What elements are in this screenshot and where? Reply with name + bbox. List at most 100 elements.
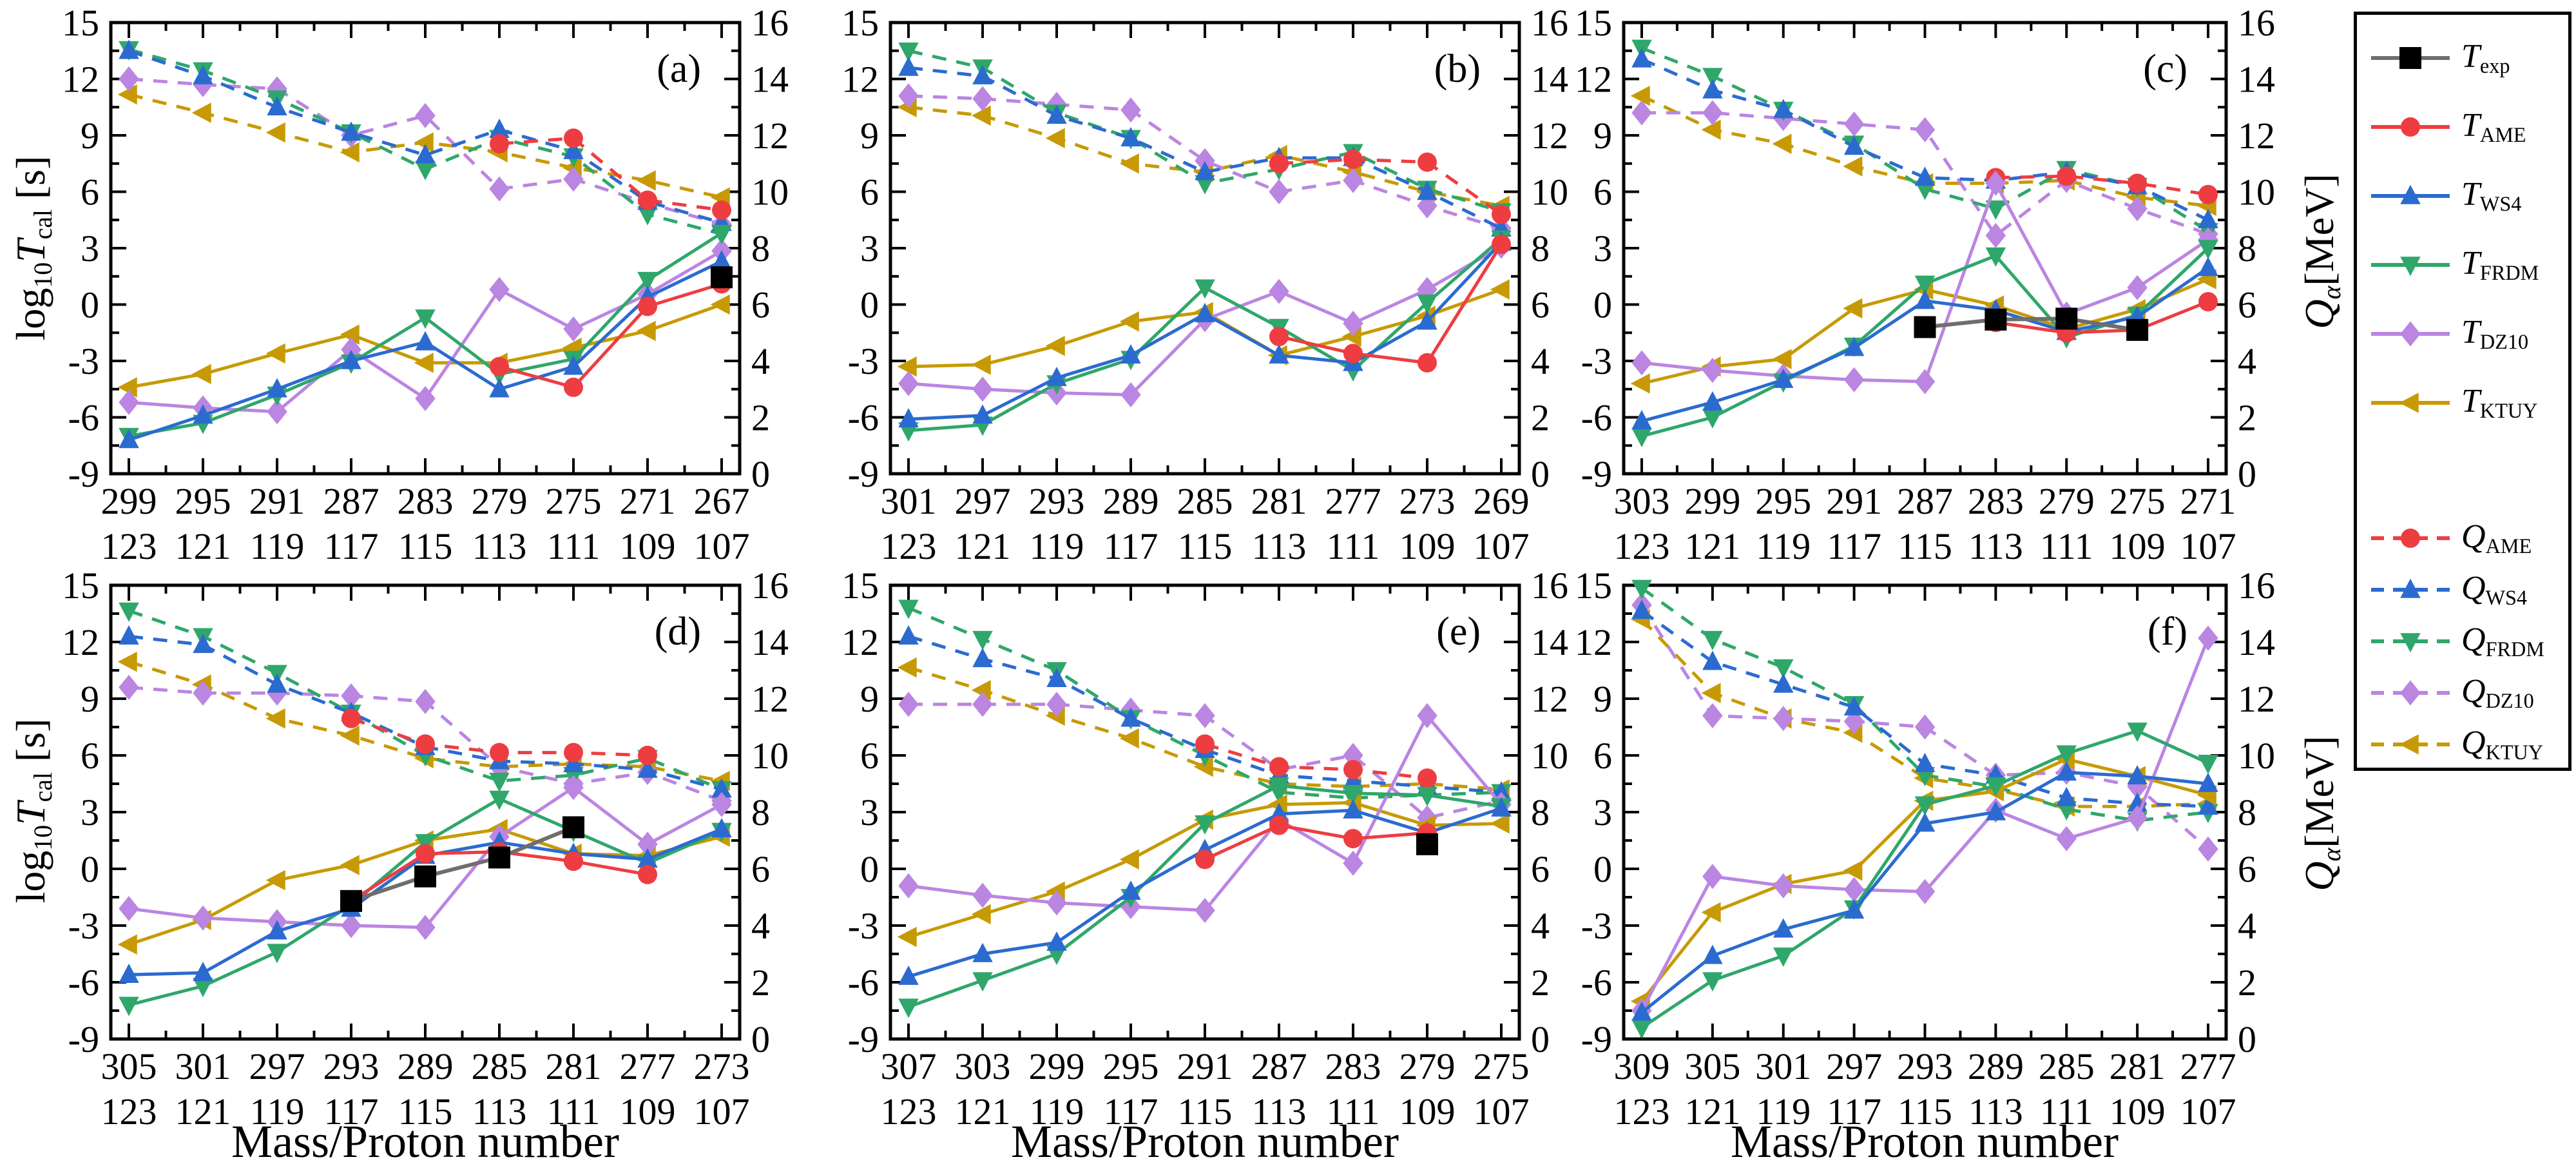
panel-label: (a)	[657, 47, 701, 91]
mass-tick-label: 285	[1177, 480, 1233, 522]
svg-text:9: 9	[81, 115, 99, 157]
mass-tick-label: 305	[1684, 1045, 1740, 1087]
svg-text:4: 4	[1531, 905, 1550, 947]
svg-text:-3: -3	[68, 340, 99, 382]
series-line	[128, 797, 722, 1007]
svg-text:9: 9	[860, 115, 879, 157]
series-line	[908, 94, 1502, 230]
WS4-sample-dashed-line	[2371, 578, 2450, 598]
series-T_FRDM	[1631, 240, 2218, 447]
svg-text:0: 0	[751, 453, 770, 495]
series-line	[128, 49, 722, 225]
legend-item-Q-WS4: QWS4	[2369, 567, 2527, 612]
mass-tick-label: 281	[546, 1045, 602, 1087]
series-T_AME	[1269, 235, 1511, 373]
legend-label: QAME	[2461, 518, 2532, 558]
axis-ticks	[111, 584, 740, 1040]
series-markers	[1416, 833, 1438, 855]
svg-text:6: 6	[751, 848, 770, 890]
series-markers	[490, 128, 731, 220]
legend-item-T-DZ10: TDZ10	[2369, 311, 2528, 356]
x-axis-title-d: Mass/Proton number	[231, 1116, 619, 1167]
series-T_AME	[490, 274, 731, 397]
KTUY-sample-dashed-line	[2371, 734, 2450, 755]
legend-label: QKTUY	[2461, 724, 2544, 764]
svg-text:-9: -9	[1581, 453, 1612, 495]
y-axis-title-right-top: Qα[MeV]	[2296, 173, 2347, 329]
proton-tick-label: 121	[175, 525, 231, 567]
proton-tick-label: 109	[1399, 1091, 1456, 1132]
svg-text:-9: -9	[1581, 1018, 1612, 1060]
legend-label: Texp	[2461, 38, 2510, 78]
legend-item-T-AME: TAME	[2369, 104, 2526, 150]
mass-tick-label: 279	[1399, 1045, 1456, 1087]
svg-text:14: 14	[1531, 59, 1568, 101]
mass-tick-label: 271	[620, 480, 676, 522]
mass-tick-label: 289	[1103, 480, 1159, 522]
proton-tick-label: 113	[1252, 1091, 1307, 1132]
series-line	[1278, 243, 1503, 365]
svg-text:0: 0	[81, 284, 99, 326]
series-T_exp	[711, 266, 733, 289]
svg-text:6: 6	[2238, 284, 2256, 326]
svg-text:4: 4	[2238, 340, 2256, 382]
mass-tick-label: 293	[1029, 480, 1085, 522]
svg-text:14: 14	[2238, 621, 2275, 663]
legend-item-Q-DZ10: QDZ10	[2369, 670, 2534, 715]
mass-tick-label: 301	[881, 480, 937, 522]
panel-label: (b)	[1434, 47, 1481, 91]
series-line	[499, 136, 722, 212]
series-markers	[1631, 240, 2218, 447]
proton-tick-label: 111	[2040, 1091, 2093, 1132]
mass-tick-label: 299	[101, 480, 157, 522]
mass-tick-label: 275	[546, 480, 602, 522]
series-T_FRDM	[119, 790, 732, 1016]
svg-text:6: 6	[81, 171, 99, 213]
proton-tick-label: 117	[1827, 525, 1881, 567]
series-line	[1995, 174, 2209, 197]
mass-tick-label: 277	[1325, 480, 1381, 522]
svg-text:-6: -6	[848, 397, 879, 439]
svg-text:-3: -3	[848, 340, 879, 382]
mass-tick-label: 303	[955, 1045, 1011, 1087]
mass-tick-label: 291	[1826, 480, 1882, 522]
proton-tick-label: 109	[1399, 525, 1456, 567]
proton-tick-label: 111	[547, 1091, 601, 1132]
svg-text:0: 0	[1531, 453, 1550, 495]
series-markers	[1986, 166, 2218, 204]
svg-text:12: 12	[62, 621, 99, 663]
svg-text:12: 12	[841, 59, 879, 101]
legend-item-T-WS4: TWS4	[2369, 173, 2521, 218]
axis-ticks	[1624, 21, 2226, 475]
proton-tick-label: 117	[324, 1091, 379, 1132]
proton-tick-label: 111	[1327, 525, 1380, 567]
axis-ticks	[111, 21, 740, 475]
mass-tick-label: 283	[1325, 1045, 1381, 1087]
series-markers	[711, 266, 733, 289]
svg-text:9: 9	[860, 678, 879, 720]
series-Q_KTUY	[117, 84, 730, 208]
proton-tick-label: 109	[2110, 525, 2166, 567]
series-Q_WS4	[119, 39, 732, 231]
series-markers	[1269, 235, 1511, 373]
svg-text:0: 0	[81, 848, 99, 890]
legend-label: TKTUY	[2461, 383, 2538, 423]
mass-tick-label: 301	[175, 1045, 231, 1087]
series-line	[128, 260, 723, 442]
AME-sample-solid-line	[2371, 117, 2450, 137]
proton-tick-label: 123	[1614, 1091, 1670, 1132]
proton-tick-label: 107	[2180, 1091, 2236, 1132]
series-line	[1642, 111, 2209, 238]
svg-text:6: 6	[860, 735, 879, 777]
svg-text:12: 12	[1575, 621, 1612, 663]
svg-text:8: 8	[2238, 228, 2256, 269]
svg-text:16: 16	[1531, 2, 1568, 44]
mass-tick-label: 291	[1177, 1045, 1233, 1087]
proton-tick-label: 119	[1756, 1091, 1811, 1132]
